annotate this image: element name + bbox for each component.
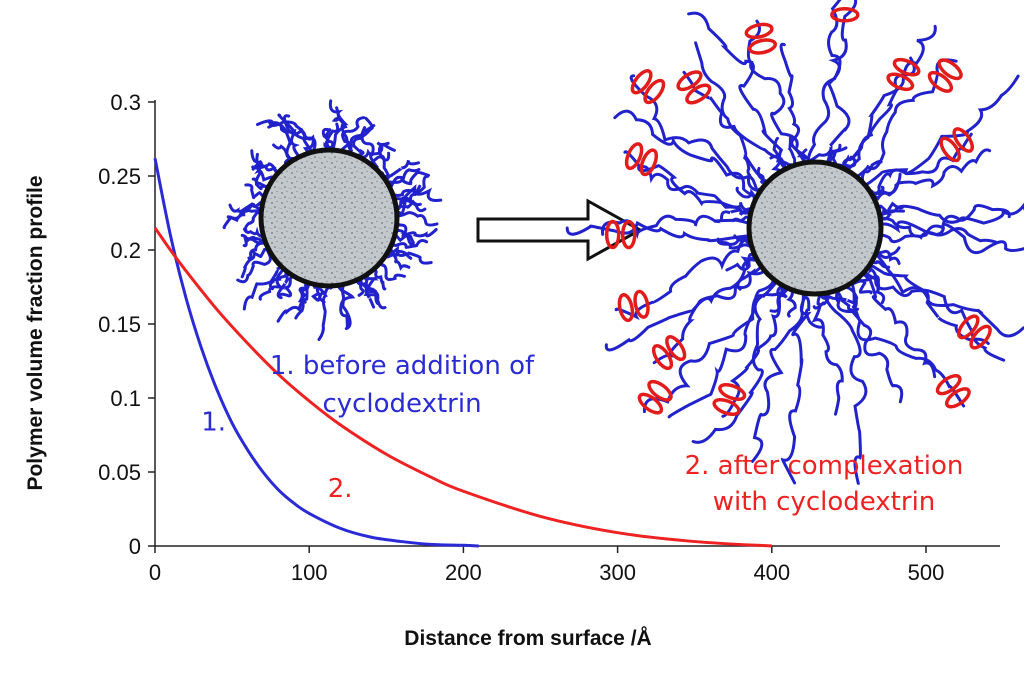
cyclodextrin-ring-icon bbox=[939, 136, 961, 163]
x-tick-label: 400 bbox=[753, 560, 790, 585]
y-tick-label: 0.25 bbox=[98, 164, 141, 189]
y-tick-label: 0.15 bbox=[98, 312, 141, 337]
polymer-chain bbox=[824, 0, 858, 171]
polymer-chain bbox=[242, 261, 292, 311]
series-line-1 bbox=[153, 157, 479, 548]
polymer-chain bbox=[873, 220, 1024, 255]
cyclodextrin-ring-icon bbox=[937, 58, 963, 81]
y-axis-title: Polymer volume fraction profile bbox=[24, 175, 47, 490]
cyclodextrin-ring-icon bbox=[617, 293, 635, 323]
series-annotation-label2: 2. bbox=[328, 474, 353, 504]
before-particle-illustration bbox=[222, 99, 443, 341]
cyclodextrin-ring-icon bbox=[944, 387, 971, 409]
cyclodextrin-ring-icon bbox=[630, 69, 653, 95]
x-axis-title: Distance from surface /Å bbox=[404, 626, 651, 650]
x-tick-label: 500 bbox=[908, 560, 945, 585]
cyclodextrin-ring-icon bbox=[927, 70, 954, 93]
cyclodextrin-ring-icon bbox=[957, 314, 980, 340]
polymer-chain bbox=[751, 285, 805, 463]
polymer-chain bbox=[835, 281, 904, 404]
series-annotation-label1: 1. bbox=[201, 408, 226, 438]
cyclodextrin-ring-icon bbox=[969, 324, 992, 350]
polymer-chain bbox=[328, 99, 356, 165]
series-layer bbox=[153, 157, 772, 548]
nanoparticle-core bbox=[258, 147, 400, 289]
polymer-chain bbox=[858, 74, 1020, 190]
cyclodextrin-ring-icon bbox=[886, 72, 915, 92]
polymer-chain bbox=[779, 42, 812, 170]
right-arrow-icon bbox=[476, 198, 644, 262]
x-tick-label: 100 bbox=[291, 560, 328, 585]
polymer-chain bbox=[863, 259, 1006, 362]
polymer-chain bbox=[378, 170, 430, 188]
polymer-chain bbox=[823, 285, 868, 485]
cyclodextrin-ring-icon bbox=[892, 57, 921, 77]
after-particle-illustration bbox=[565, 0, 1024, 485]
cyclodextrin-ring-icon bbox=[639, 148, 659, 177]
polymer-chain bbox=[652, 260, 768, 365]
x-tick-label: 0 bbox=[149, 560, 161, 585]
series-line-2 bbox=[153, 226, 772, 548]
after-caption-line2: with cyclodextrin bbox=[713, 487, 936, 517]
cyclodextrin-ring-icon bbox=[665, 335, 687, 362]
polymer-chain bbox=[623, 150, 762, 212]
y-tick-label: 0 bbox=[129, 534, 141, 559]
cyclodextrin-ring-icon bbox=[633, 289, 650, 319]
cyclodextrin-rings bbox=[604, 7, 992, 417]
polymer-chain bbox=[855, 268, 937, 379]
polymer-chain bbox=[667, 267, 776, 419]
cyclodextrin-ring-icon bbox=[676, 70, 703, 92]
polymer-chain bbox=[614, 237, 758, 321]
cyclodextrin-ring-icon bbox=[624, 142, 644, 171]
cyclodextrin-ring-icon bbox=[747, 38, 778, 55]
cyclodextrin-ring-icon bbox=[620, 219, 637, 250]
polymer-chain bbox=[872, 227, 998, 244]
cyclodextrin-ring-icon bbox=[952, 127, 974, 153]
y-tick-label: 0.1 bbox=[110, 386, 141, 411]
polymer-chain bbox=[604, 252, 763, 352]
polymer-chain bbox=[386, 184, 443, 216]
cyclodextrin-ring-icon bbox=[651, 344, 674, 371]
cyclodextrin-ring-icon bbox=[830, 7, 860, 23]
polymer-chain bbox=[691, 279, 789, 444]
cyclodextrin-ring-icon bbox=[637, 392, 664, 415]
cyclodextrin-ring-icon bbox=[647, 379, 673, 402]
y-tick-label: 0.3 bbox=[110, 90, 141, 115]
nanoparticle-core bbox=[746, 159, 884, 297]
polymer-chain bbox=[687, 11, 793, 175]
cyclodextrin-ring-icon bbox=[935, 374, 962, 396]
after-caption-line1: 2. after complexation bbox=[685, 451, 964, 481]
cyclodextrin-ring-icon bbox=[643, 78, 666, 105]
y-tick-label: 0.05 bbox=[98, 460, 141, 485]
polymer-chain bbox=[873, 204, 1011, 238]
before-caption-line1: 1. before addition of bbox=[270, 351, 535, 381]
cyclodextrin-ring-icon bbox=[685, 83, 712, 105]
cyclodextrin-ring-icon bbox=[744, 22, 774, 40]
polymer-chain bbox=[806, 0, 842, 170]
polymer-brush-icon bbox=[565, 0, 1024, 485]
polymer-chain bbox=[746, 19, 809, 172]
cyclodextrin-ring-icon bbox=[604, 219, 621, 250]
before-caption-line2: cyclodextrin bbox=[322, 389, 481, 419]
cyclodextrin-ring-icon bbox=[712, 397, 741, 417]
x-tick-label: 300 bbox=[599, 560, 636, 585]
x-tick-label: 200 bbox=[445, 560, 482, 585]
axes: 0 0.05 0.1 0.15 0.2 0.25 0.3 0 100 200 300 400 500 bbox=[98, 90, 1000, 585]
polymer-chain bbox=[780, 286, 812, 485]
cyclodextrin-ring-icon bbox=[718, 382, 747, 402]
y-tick-label: 0.2 bbox=[110, 238, 141, 263]
polymer-chain bbox=[868, 250, 1024, 338]
